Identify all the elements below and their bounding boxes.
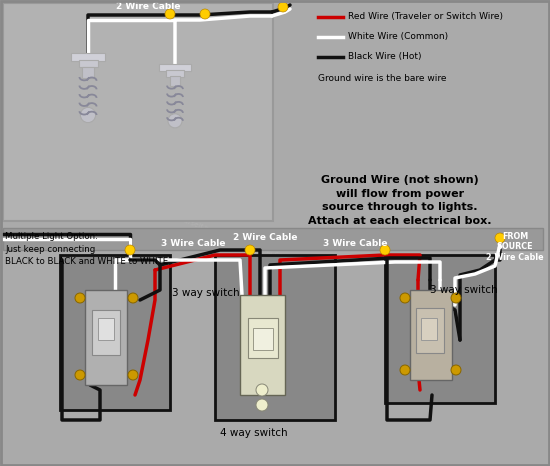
Circle shape — [380, 245, 390, 255]
Bar — [159, 63, 191, 71]
Bar — [71, 53, 105, 61]
Text: 3 way switch: 3 way switch — [172, 288, 240, 298]
Bar — [410, 290, 452, 380]
Circle shape — [400, 365, 410, 375]
Text: 2 Wire Cable: 2 Wire Cable — [233, 233, 297, 242]
Circle shape — [495, 233, 505, 243]
Text: White Wire (Common): White Wire (Common) — [348, 33, 448, 41]
Bar — [82, 67, 94, 78]
Bar — [248, 318, 278, 358]
Bar — [253, 328, 273, 350]
Bar — [60, 255, 170, 410]
Circle shape — [400, 293, 410, 303]
Circle shape — [168, 114, 182, 128]
Circle shape — [128, 293, 138, 303]
Text: Multiple Light Option:
Just keep connecting
BLACK to BLACK and WHITE to WHITE: Multiple Light Option: Just keep connect… — [5, 232, 168, 266]
Bar — [416, 308, 444, 353]
Text: www.easy-do-yourself-home-improvements.com: www.easy-do-yourself-home-improvements.c… — [130, 199, 290, 261]
Bar — [215, 255, 335, 420]
Circle shape — [75, 370, 85, 380]
Bar — [166, 70, 184, 77]
Circle shape — [80, 107, 96, 123]
Text: Ground wire is the bare wire: Ground wire is the bare wire — [318, 74, 447, 83]
Circle shape — [128, 370, 138, 380]
Circle shape — [256, 384, 268, 396]
Text: Ground Wire (not shown)
will flow from power
source through to lights.
Attach at: Ground Wire (not shown) will flow from p… — [308, 175, 492, 226]
Bar — [421, 318, 437, 340]
Circle shape — [245, 245, 255, 255]
Bar — [3, 228, 543, 250]
Text: Red Wire (Traveler or Switch Wire): Red Wire (Traveler or Switch Wire) — [348, 13, 503, 21]
Circle shape — [451, 365, 461, 375]
Circle shape — [451, 293, 461, 303]
Circle shape — [75, 293, 85, 303]
Bar — [98, 318, 114, 340]
Text: 4 way switch: 4 way switch — [220, 428, 288, 438]
Circle shape — [165, 9, 175, 19]
Bar — [79, 60, 97, 68]
Text: 3 way switch: 3 way switch — [430, 285, 498, 295]
Text: 3 Wire Cable: 3 Wire Cable — [161, 240, 226, 248]
Text: 2 Wire Cable: 2 Wire Cable — [116, 2, 180, 11]
Circle shape — [125, 245, 135, 255]
Text: FROM
SOURCE
2 Wire Cable: FROM SOURCE 2 Wire Cable — [486, 232, 544, 262]
Circle shape — [278, 2, 288, 12]
Bar — [170, 76, 180, 87]
Circle shape — [256, 399, 268, 411]
Text: 3 Wire Cable: 3 Wire Cable — [323, 240, 387, 248]
Bar — [3, 3, 273, 221]
Text: Black Wire (Hot): Black Wire (Hot) — [348, 53, 421, 62]
Bar — [385, 255, 495, 403]
Circle shape — [200, 9, 210, 19]
Bar — [85, 290, 127, 385]
Bar — [240, 295, 285, 395]
Bar — [92, 310, 120, 355]
